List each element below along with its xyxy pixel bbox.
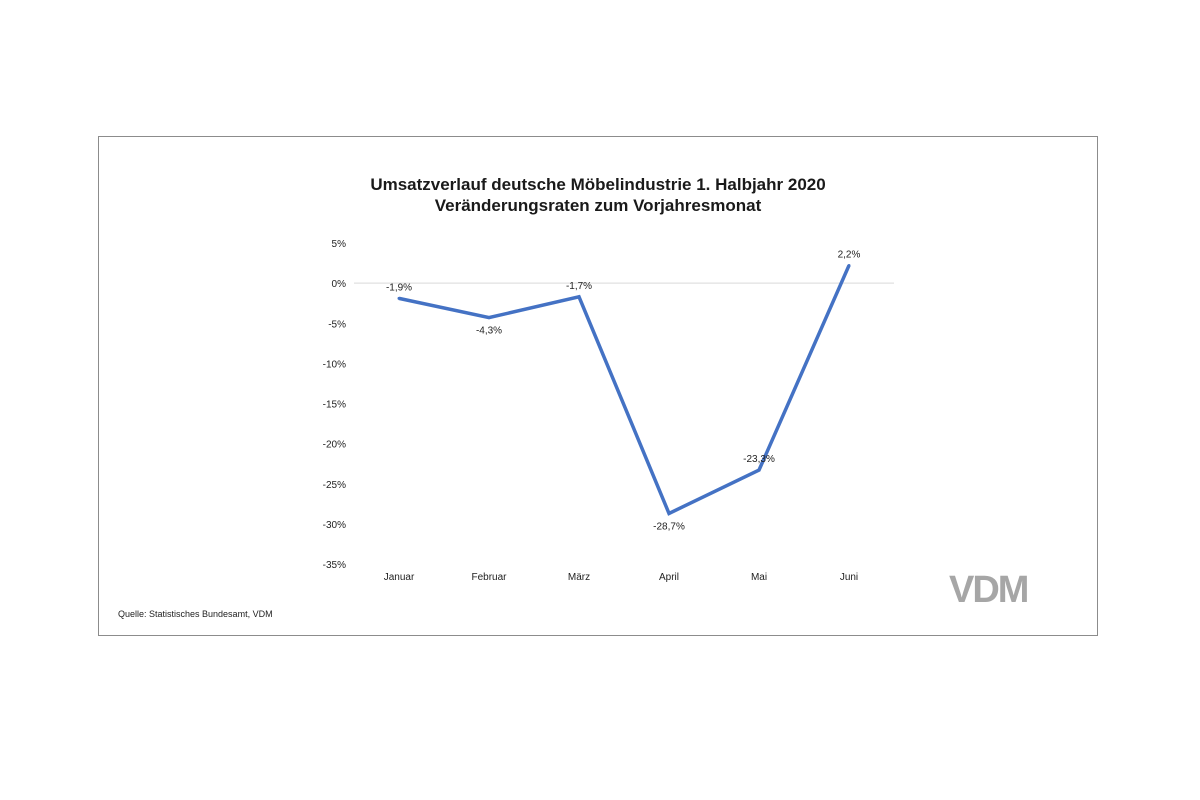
y-tick-label: -30% [323,520,346,531]
x-tick-label: April [659,572,679,583]
x-tick-label: Februar [471,572,507,583]
line-chart: 5% 0% -5% -10% -15% -20% -25% -30% -35% Januar Feb… [323,239,894,583]
data-label: -4,3% [476,326,502,337]
y-tick-label: -5% [328,319,346,330]
data-label: -1,9% [386,282,412,293]
y-tick-label: -35% [323,560,346,571]
chart-title: Umsatzverlauf deutsche Möbelindustrie 1.… [370,175,826,194]
x-tick-label: März [568,572,590,583]
data-label: -1,7% [566,281,592,292]
x-tick-label: Mai [751,572,767,583]
x-tick-label: Januar [384,572,415,583]
chart-title-block: Umsatzverlauf deutsche Möbelindustrie 1.… [99,174,1097,216]
data-label: -28,7% [653,521,685,532]
y-tick-label: -10% [323,359,346,370]
y-tick-label: -20% [323,440,346,451]
data-point [397,296,401,300]
vdm-logo: VDM [949,569,1029,611]
y-tick-label: 5% [332,239,347,250]
series-line [398,264,851,516]
data-point [577,295,581,299]
data-point [667,511,671,515]
y-tick-label: -15% [323,400,346,411]
data-label: 2,2% [838,249,861,260]
y-tick-label: 0% [332,279,347,290]
data-point [847,263,851,267]
chart-subtitle: Veränderungsraten zum Vorjahresmonat [434,196,762,215]
chart-frame: Umsatzverlauf deutsche Möbelindustrie 1.… [98,136,1098,636]
data-point [757,468,761,472]
data-label: -23,3% [743,454,775,465]
x-tick-label: Juni [840,572,858,583]
data-point [487,316,491,320]
y-tick-label: -25% [323,480,346,491]
source-note: Quelle: Statistisches Bundesamt, VDM [118,609,273,619]
